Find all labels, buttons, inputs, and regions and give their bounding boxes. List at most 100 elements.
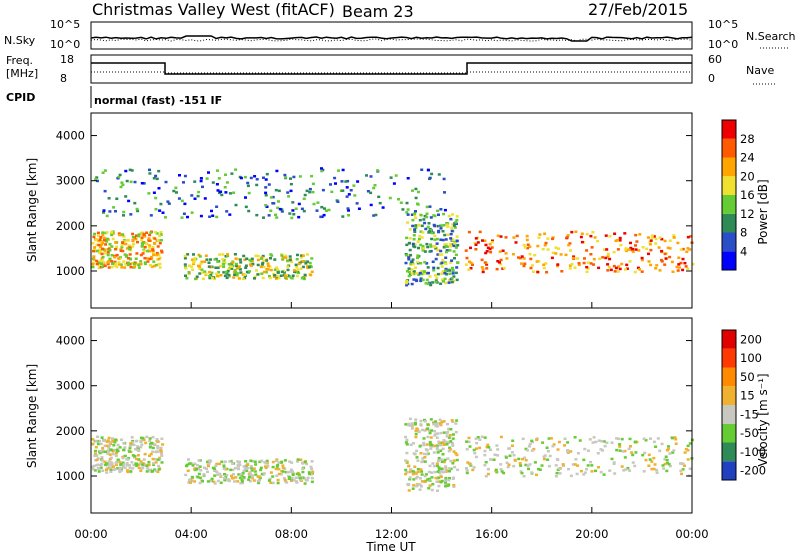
cell <box>243 258 247 261</box>
cell <box>244 266 248 269</box>
cell <box>122 465 125 468</box>
cell <box>582 473 586 476</box>
cell <box>111 439 115 442</box>
colorbar-segment <box>722 386 736 405</box>
cell <box>413 465 417 468</box>
cell <box>125 179 129 183</box>
cell <box>684 265 688 268</box>
cell <box>427 222 431 225</box>
cell <box>417 273 421 276</box>
region-morning-patch <box>184 458 315 485</box>
freq-panel: Freq. [MHz] 18 8 60 0 Nave <box>6 53 775 85</box>
cell <box>160 454 164 457</box>
cell <box>307 471 311 474</box>
cell <box>253 277 256 280</box>
cell <box>369 203 373 207</box>
cell <box>594 440 598 444</box>
cell <box>234 264 238 267</box>
cell <box>451 268 455 272</box>
cell <box>248 479 252 483</box>
cell <box>310 174 314 178</box>
cell <box>444 440 448 443</box>
cell <box>180 216 184 219</box>
cell <box>432 244 436 248</box>
cell <box>145 464 149 468</box>
cell <box>288 258 292 262</box>
cell <box>410 213 414 216</box>
cell <box>241 277 245 281</box>
cell <box>411 258 415 261</box>
cell <box>649 239 653 242</box>
cell <box>486 443 490 447</box>
cell <box>541 441 545 444</box>
cell <box>496 234 500 237</box>
cell <box>262 472 266 475</box>
cell <box>95 458 99 462</box>
cell <box>303 460 307 464</box>
cell <box>415 449 419 453</box>
cell <box>201 185 204 189</box>
cell <box>644 458 648 462</box>
cell <box>573 266 577 269</box>
cell <box>624 268 627 271</box>
cell <box>147 237 151 240</box>
cell <box>101 247 105 251</box>
cell <box>444 467 448 470</box>
colorbar-segment <box>722 120 736 139</box>
cell <box>97 470 101 473</box>
time-axis-label: Time UT <box>365 540 416 554</box>
cell <box>155 232 159 235</box>
cell <box>291 209 295 212</box>
cell <box>416 459 420 462</box>
cell <box>308 187 312 191</box>
cell <box>131 467 135 470</box>
cell <box>446 430 450 434</box>
cell <box>260 472 264 476</box>
cell <box>436 249 440 252</box>
cell <box>520 262 523 265</box>
cell <box>437 456 441 460</box>
cell <box>437 476 441 479</box>
cell <box>286 191 290 194</box>
cell <box>199 469 203 472</box>
cell <box>132 242 136 246</box>
cell <box>413 243 417 246</box>
cell <box>246 463 250 466</box>
cell <box>206 480 210 483</box>
cell <box>419 452 423 455</box>
cell <box>450 243 454 246</box>
cell <box>224 173 227 176</box>
cell <box>261 276 265 280</box>
cell <box>618 239 622 242</box>
cell <box>133 180 137 184</box>
cell <box>130 436 134 439</box>
cell <box>227 268 231 271</box>
cell <box>439 441 443 444</box>
cell <box>548 454 552 458</box>
cell <box>475 441 479 445</box>
cell <box>441 259 445 262</box>
cell <box>419 213 423 217</box>
cell <box>114 454 118 458</box>
cell <box>135 252 139 255</box>
cell <box>430 429 434 432</box>
cell <box>193 462 197 465</box>
cell <box>647 236 650 239</box>
cell <box>208 459 212 462</box>
cell <box>190 194 194 197</box>
cell <box>249 264 253 267</box>
cell <box>222 467 226 470</box>
cell <box>496 448 500 451</box>
cell <box>330 190 334 194</box>
cell <box>602 248 606 251</box>
cell <box>412 234 416 237</box>
cell <box>436 451 440 454</box>
freq-tick-bottom: 8 <box>60 72 67 85</box>
cell <box>586 261 590 264</box>
cell <box>151 245 155 249</box>
cell <box>598 257 602 261</box>
cell <box>679 261 683 265</box>
cell <box>156 238 160 242</box>
cell <box>660 442 664 446</box>
